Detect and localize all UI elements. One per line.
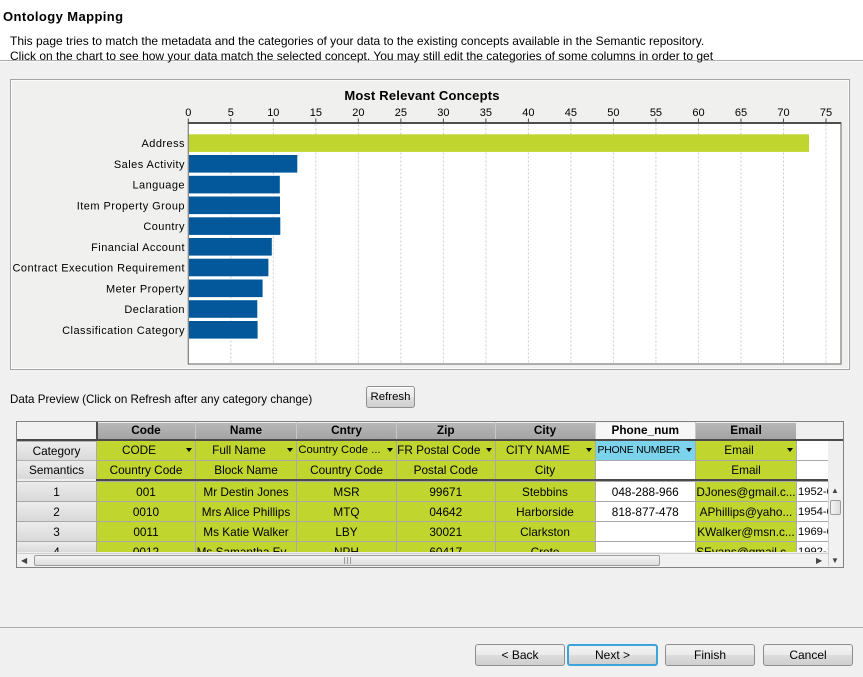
svg-text:Address: Address	[141, 138, 185, 150]
svg-text:Meter Property: Meter Property	[106, 283, 185, 295]
svg-text:Financial Account: Financial Account	[91, 242, 185, 254]
svg-text:75: 75	[820, 107, 832, 119]
svg-text:5: 5	[228, 107, 234, 119]
svg-text:Item Property Group: Item Property Group	[77, 200, 185, 212]
svg-text:35: 35	[480, 107, 492, 119]
svg-text:60: 60	[692, 107, 704, 119]
svg-text:Most Relevant Concepts: Most Relevant Concepts	[344, 88, 499, 103]
svg-text:Language: Language	[132, 180, 185, 192]
svg-text:55: 55	[650, 107, 662, 119]
svg-text:50: 50	[607, 107, 619, 119]
svg-text:15: 15	[310, 107, 322, 119]
svg-text:20: 20	[352, 107, 364, 119]
svg-text:Sales Activity: Sales Activity	[114, 159, 185, 171]
svg-text:Classification Category: Classification Category	[62, 325, 185, 337]
svg-text:40: 40	[522, 107, 534, 119]
svg-text:45: 45	[565, 107, 577, 119]
svg-text:Country: Country	[143, 221, 185, 233]
svg-text:25: 25	[395, 107, 407, 119]
svg-text:Contract Execution Requirement: Contract Execution Requirement	[13, 263, 185, 275]
svg-text:70: 70	[777, 107, 789, 119]
svg-text:30: 30	[437, 107, 449, 119]
svg-text:65: 65	[735, 107, 747, 119]
svg-text:Declaration: Declaration	[124, 304, 185, 316]
svg-text:0: 0	[185, 107, 191, 119]
svg-text:10: 10	[267, 107, 279, 119]
